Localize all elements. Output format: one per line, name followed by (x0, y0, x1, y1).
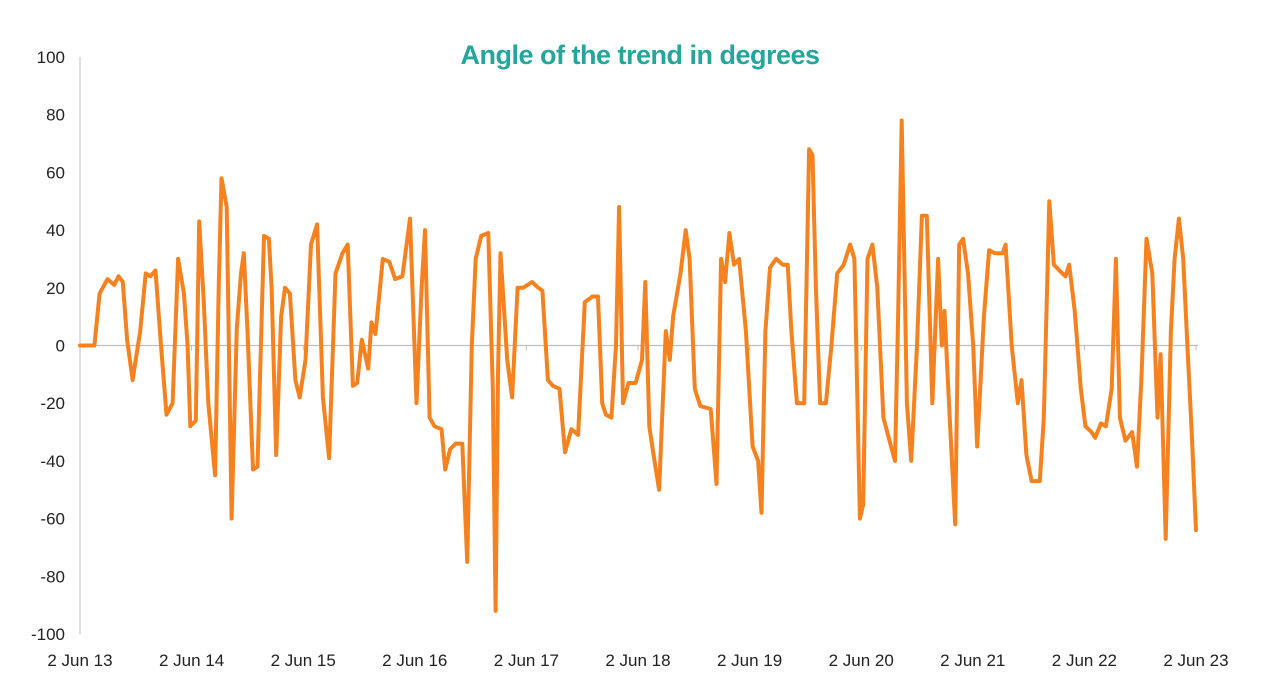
x-tick-label: 2 Jun 13 (47, 651, 112, 670)
x-tick-label: 2 Jun 14 (159, 651, 224, 670)
x-axis: 2 Jun 13 2 Jun 14 2 Jun 15 2 Jun 16 2 Jun 17… (47, 344, 1229, 670)
x-tick-label: 2 Jun 19 (717, 651, 782, 670)
y-tick-label: 60 (46, 163, 65, 182)
y-tick-label: -100 (31, 625, 65, 644)
x-tick-label: 2 Jun 18 (605, 651, 670, 670)
y-axis: -100 -80 -60 -40 -20 0 20 40 60 80 100 (31, 48, 81, 644)
y-tick-label: -20 (40, 394, 65, 413)
x-tick-label: 2 Jun 15 (271, 651, 336, 670)
y-tick-label: -40 (40, 452, 65, 471)
y-tick-label: 40 (46, 221, 65, 240)
x-tick-label: 2 Jun 22 (1052, 651, 1117, 670)
y-tick-label: 20 (46, 279, 65, 298)
y-tick-label: 100 (37, 48, 65, 67)
x-tick-label: 2 Jun 23 (1163, 651, 1228, 670)
y-tick-label: -80 (40, 567, 65, 586)
series-line (78, 118, 1198, 613)
y-tick-label: 0 (56, 337, 65, 356)
series-layer (78, 118, 1198, 613)
chart-title: Angle of the trend in degrees (460, 40, 819, 70)
x-tick-label: 2 Jun 17 (494, 651, 559, 670)
x-tick-label: 2 Jun 20 (829, 651, 894, 670)
y-tick-label: -60 (40, 510, 65, 529)
x-tick-label: 2 Jun 21 (940, 651, 1005, 670)
y-tick-label: 80 (46, 106, 65, 125)
x-tick-label: 2 Jun 16 (382, 651, 447, 670)
